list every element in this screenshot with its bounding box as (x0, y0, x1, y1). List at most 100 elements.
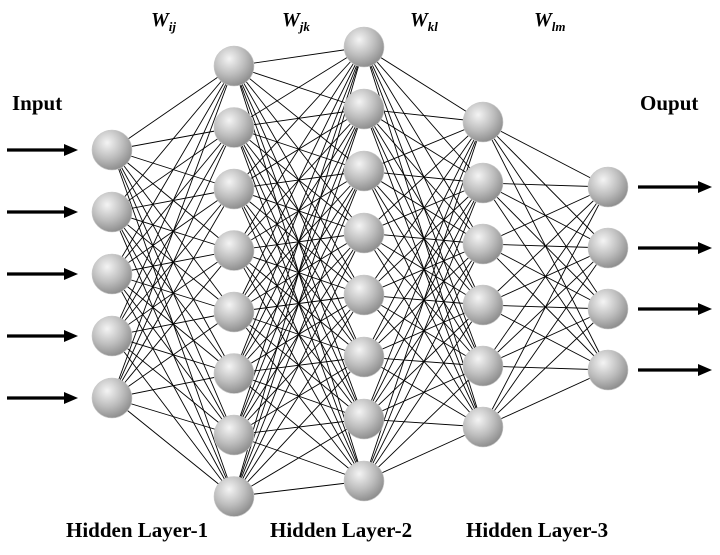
hidden-layer-1-neuron-2 (213, 107, 255, 148)
connection-line (482, 369, 609, 428)
hidden-layer-2-neuron-1 (343, 26, 385, 68)
output-arrow-3-head (698, 303, 712, 315)
connections-hidden-layer-2-to-hidden-layer-3 (363, 46, 484, 482)
connection-line (233, 294, 365, 497)
connection-line (111, 127, 235, 399)
input-arrow-3 (7, 268, 78, 280)
hidden-layer-1-neuron-4 (213, 230, 255, 271)
connection-line (233, 108, 365, 497)
connection-line (482, 247, 609, 428)
connection-line (363, 121, 484, 296)
input-arrow-1-head (64, 144, 78, 156)
input-arrow-2 (7, 206, 78, 218)
connection-line (482, 186, 609, 245)
connections-input-layer-to-hidden-layer-1 (111, 65, 235, 497)
hidden-layer-3-neuron-1 (462, 101, 504, 143)
connections-hidden-layer-1-to-hidden-layer-2 (233, 46, 365, 497)
hidden-layer-2-neuron-8 (343, 460, 385, 502)
hidden-layer-1-neuron-7 (213, 414, 255, 456)
connection-line (111, 188, 235, 399)
hidden-layer-3-neuron-4 (462, 284, 504, 326)
input-layer-neuron-4 (91, 315, 133, 357)
connection-line (111, 250, 235, 399)
hidden-layer-1-neuron-6 (213, 353, 255, 394)
output-arrow-1-head (698, 181, 712, 193)
connection-line (111, 65, 235, 399)
connection-line (233, 46, 365, 313)
hidden-layer-1-neuron-1 (213, 45, 255, 87)
hidden-layer-3-neuron-2 (462, 162, 504, 204)
input-arrow-3-head (64, 268, 78, 280)
connection-line (482, 182, 609, 188)
output-arrow-2-head (698, 242, 712, 254)
hidden-layer-3 (462, 101, 504, 448)
hidden-layer-2-neuron-3 (343, 150, 385, 192)
connection-line (111, 65, 235, 213)
hidden-layer-1-neuron-5 (213, 291, 255, 333)
hidden-layer-2-neuron-5 (343, 274, 385, 316)
neurons (91, 26, 629, 517)
output-arrow-1 (638, 181, 712, 193)
hidden-layer-3-neuron-6 (462, 406, 504, 448)
connection-line (363, 121, 484, 358)
connections (111, 46, 609, 497)
connection-line (233, 46, 365, 190)
connection-line (233, 232, 365, 497)
connection-line (363, 46, 484, 123)
output-layer-neuron-2 (587, 227, 629, 269)
connection-line (111, 65, 235, 151)
hidden-layer-2-neuron-7 (343, 398, 385, 440)
input-layer-neuron-2 (91, 191, 133, 233)
hidden-layer-2-neuron-2 (343, 88, 385, 130)
connection-line (482, 186, 609, 428)
input-arrow-5-head (64, 392, 78, 404)
connection-line (363, 121, 484, 420)
connection-line (363, 182, 484, 482)
hidden-layer-3-neuron-5 (462, 345, 504, 387)
connection-line (233, 46, 365, 67)
connection-line (363, 294, 484, 367)
output-label: Ouput (640, 91, 698, 115)
hidden-layer-1-label: Hidden Layer-1 (66, 518, 208, 542)
connection-line (482, 121, 609, 188)
input-layer-neuron-5 (91, 377, 133, 419)
connection-line (482, 186, 609, 306)
connection-line (111, 65, 235, 275)
hidden-layer-3-label: Hidden Layer-3 (466, 518, 608, 542)
output-layer-neuron-1 (587, 166, 629, 208)
input-layer (91, 129, 133, 419)
connection-line (233, 418, 365, 497)
output-layer-neuron-3 (587, 288, 629, 330)
connection-line (233, 356, 365, 497)
weight-label-jk: Wjk (282, 9, 310, 34)
connection-line (233, 46, 365, 436)
hidden-layer-2 (343, 26, 385, 502)
weight-label-lm: Wlm (534, 9, 566, 34)
connection-line (363, 121, 484, 172)
hidden-layer-2-neuron-4 (343, 212, 385, 254)
hidden-layer-3-neuron-3 (462, 223, 504, 265)
arrows (7, 144, 712, 404)
hidden-layer-1-neuron-8 (213, 476, 255, 517)
connection-line (233, 170, 365, 497)
connection-line (363, 304, 484, 482)
output-arrow-3 (638, 303, 712, 315)
connection-line (363, 121, 484, 234)
connection-line (363, 243, 484, 482)
connection-line (363, 232, 484, 367)
output-arrow-2 (638, 242, 712, 254)
connection-line (111, 397, 235, 497)
connection-line (111, 311, 235, 399)
connections-hidden-layer-3-to-output-layer (482, 121, 609, 428)
connection-line (363, 232, 484, 306)
output-arrow-4 (638, 364, 712, 376)
connection-line (482, 308, 609, 428)
input-arrow-2-head (64, 206, 78, 218)
input-layer-neuron-1 (91, 129, 133, 171)
output-layer (587, 166, 629, 391)
connection-line (233, 46, 365, 251)
connection-line (233, 46, 365, 128)
input-arrow-5 (7, 392, 78, 404)
weight-label-ij: Wij (151, 9, 176, 34)
